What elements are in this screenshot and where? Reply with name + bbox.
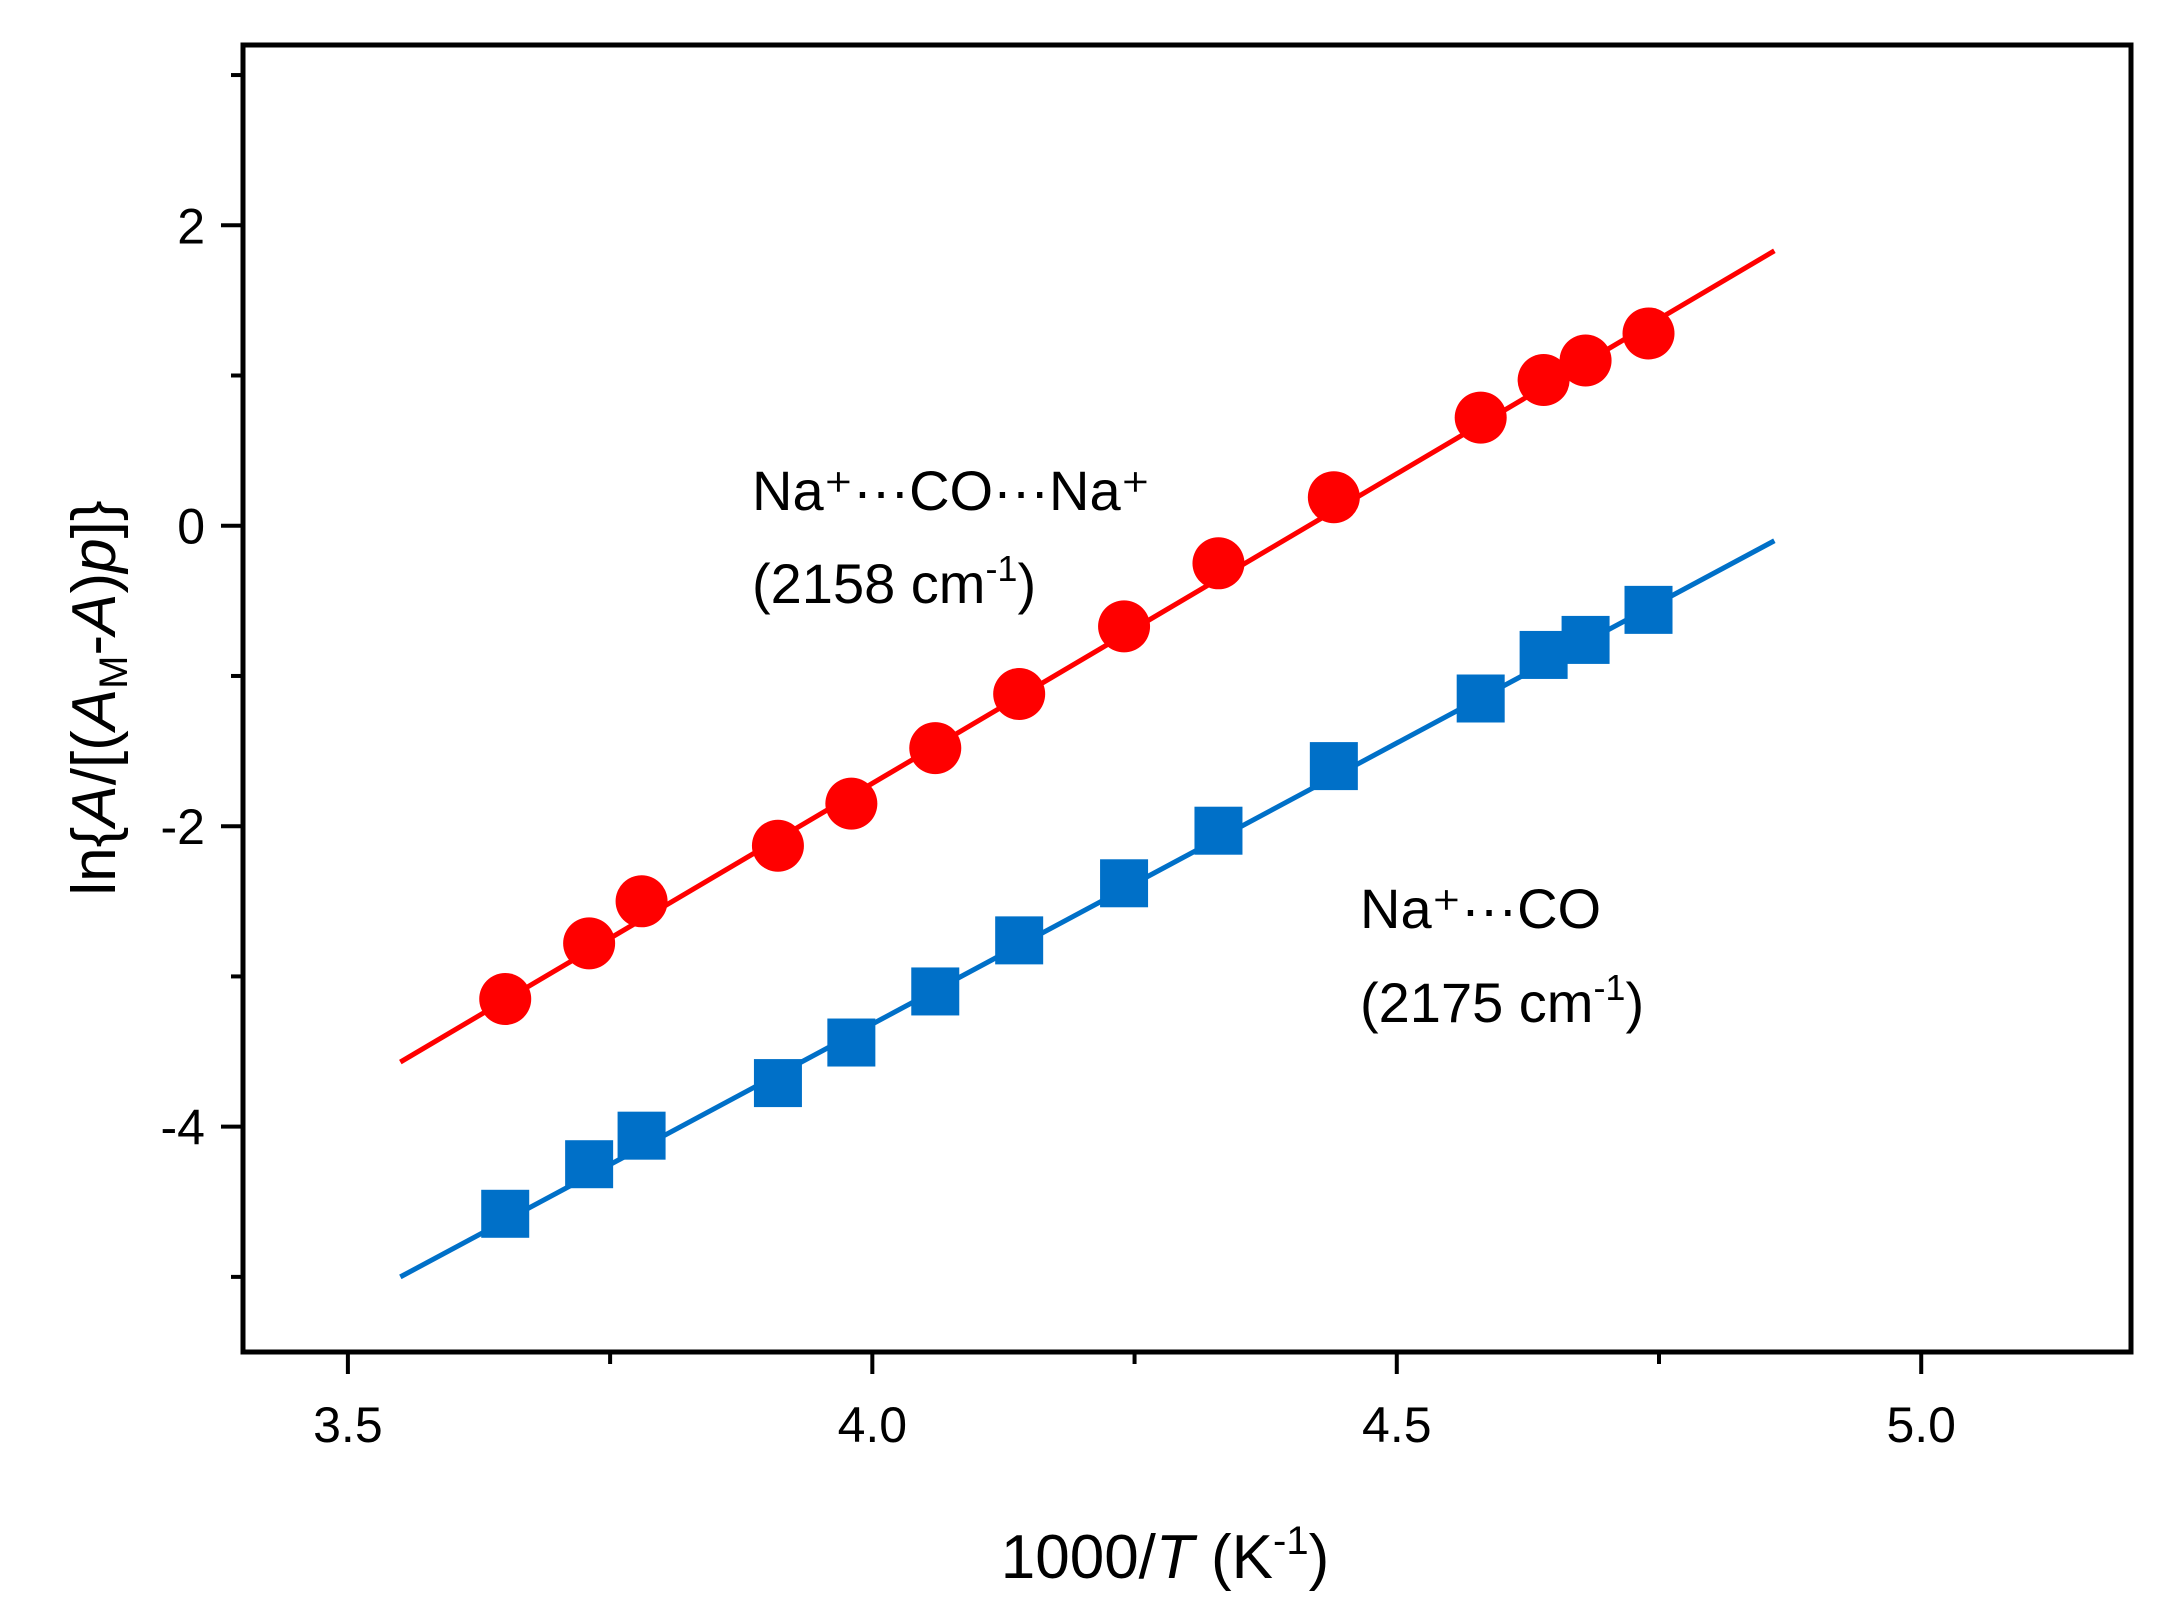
data-point-series-0	[1307, 471, 1360, 524]
x-tick-label: 5.0	[1886, 1397, 1956, 1453]
fit-lines	[399, 248, 1776, 1280]
annotation-naco: Na⁺···CO (2175 cm-1)	[1360, 877, 1644, 1034]
x-axis-label-variable: T	[1156, 1523, 1198, 1592]
y-axis-label-A2: A	[60, 689, 129, 734]
data-point-series-0	[479, 972, 532, 1025]
data-point-series-1	[1194, 806, 1243, 855]
y-axis-ticks: 2 0 -2 -4	[161, 73, 243, 1279]
data-point-series-0	[1098, 600, 1151, 653]
x-axis-label-unit: (K	[1194, 1523, 1273, 1592]
annotation-nacona-line1: Na⁺···CO···Na⁺	[752, 459, 1150, 522]
data-point-series-1	[1309, 742, 1358, 791]
data-point-series-1	[1624, 585, 1673, 634]
data-point-series-1	[1100, 859, 1149, 908]
x-tick-label: 3.5	[313, 1397, 383, 1453]
data-point-series-1	[617, 1111, 666, 1160]
annotation-nacona: Na⁺···CO···Na⁺ (2158 cm-1)	[752, 459, 1150, 615]
x-axis-label-superscript: -1	[1273, 1519, 1309, 1563]
data-point-series-1	[1561, 615, 1610, 664]
data-point-series-1	[481, 1189, 530, 1238]
x-tick-label: 4.5	[1362, 1397, 1432, 1453]
annotation-nacona-superscript: -1	[985, 548, 1017, 589]
y-axis-label-subscript: M	[92, 655, 136, 688]
annotation-naco-line2: (2175 cm-1)	[1360, 967, 1644, 1034]
x-axis-label-close: )	[1309, 1523, 1330, 1592]
y-axis-label-p: p	[60, 538, 129, 574]
y-axis-label-minus: -	[60, 635, 129, 656]
annotation-naco-line1: Na⁺···CO	[1360, 877, 1601, 940]
annotation-naco-wavenumber: (2175 cm	[1360, 971, 1593, 1034]
plot-frame	[240, 42, 2134, 1355]
x-axis-ticks: 3.5 4.0 4.5 5.0	[313, 1352, 1956, 1453]
data-point-series-0	[993, 667, 1046, 720]
data-point-series-1	[753, 1059, 802, 1108]
annotation-naco-close: )	[1625, 971, 1644, 1034]
data-point-series-0	[751, 819, 804, 872]
annotation-nacona-wavenumber: (2158 cm	[752, 552, 985, 615]
y-axis-label-part2: /[(	[60, 730, 129, 785]
data-point-series-0	[1192, 537, 1245, 590]
x-axis-label-main: 1000/	[1001, 1523, 1157, 1592]
data-point-series-1	[1456, 674, 1505, 723]
x-tick-label: 4.0	[838, 1397, 908, 1453]
data-point-series-1	[995, 916, 1044, 965]
data-point-series-0	[909, 722, 962, 775]
annotation-naco-superscript: -1	[1593, 967, 1625, 1008]
data-point-series-1	[1519, 630, 1568, 679]
annotation-nacona-close: )	[1017, 552, 1036, 615]
y-axis-label-part1: ln{	[60, 827, 129, 896]
x-axis-label: 1000/T (K-1)	[1001, 1519, 1330, 1592]
data-markers	[479, 307, 1675, 1238]
data-point-series-0	[563, 917, 616, 970]
y-axis-label-A3: A	[60, 593, 129, 638]
data-point-series-0	[825, 777, 878, 830]
data-point-series-0	[1622, 307, 1675, 360]
data-point-series-1	[911, 967, 960, 1016]
y-tick-label: -4	[161, 1100, 205, 1156]
y-axis-label-part4: )	[60, 573, 129, 594]
y-axis-label-part5: ]}	[60, 500, 129, 538]
data-point-series-1	[565, 1140, 614, 1189]
data-point-series-1	[827, 1018, 876, 1067]
y-axis-label-A1: A	[60, 785, 129, 830]
data-point-series-0	[1559, 334, 1612, 387]
data-point-series-0	[1517, 354, 1570, 407]
y-tick-label: -2	[161, 799, 205, 855]
annotation-nacona-line2: (2158 cm-1)	[752, 548, 1036, 615]
y-axis-label: ln{A/[(AM-A)p]}	[60, 500, 136, 895]
data-point-series-0	[615, 875, 668, 928]
data-point-series-0	[1454, 391, 1507, 444]
y-tick-label: 0	[177, 499, 205, 555]
y-tick-label: 2	[177, 198, 205, 254]
